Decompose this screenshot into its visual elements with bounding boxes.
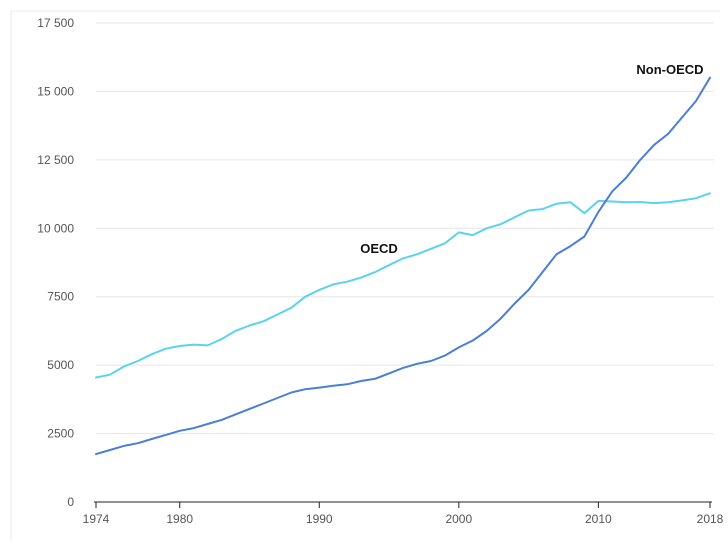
x-tick-label: 2010: [585, 512, 612, 526]
y-tick-label: 10 000: [37, 221, 74, 235]
gridlines: [96, 22, 714, 435]
y-tick-label: 17 500: [37, 16, 74, 30]
series-labels: OECD Non-OECD: [360, 62, 703, 256]
x-tick-label: 2018: [697, 512, 724, 526]
series-label-oecd: OECD: [360, 241, 398, 256]
chart-frame: [10, 10, 720, 540]
y-tick-label: 12 500: [37, 153, 74, 167]
x-tick-label: 1980: [166, 512, 193, 526]
series-line-oecd: [95, 192, 711, 379]
y-axis-ticks: 0 2500 5000 7500 10 000 12 500 15 000 17 500: [37, 16, 74, 509]
series-line-non-oecd: [95, 76, 711, 456]
y-tick-label: 7500: [47, 290, 74, 304]
y-tick-label: 2500: [47, 427, 74, 441]
x-axis: 1974 1980 1990 2000 2010 2018: [83, 501, 724, 526]
x-tick-label: 2000: [445, 512, 472, 526]
x-tick-label: 1990: [306, 512, 333, 526]
series-label-non-oecd: Non-OECD: [636, 62, 703, 77]
series-lines: [95, 76, 711, 456]
y-tick-label: 0: [67, 495, 74, 509]
y-tick-label: 5000: [47, 358, 74, 372]
y-tick-label: 15 000: [37, 84, 74, 98]
x-tick-label: 1974: [83, 512, 110, 526]
